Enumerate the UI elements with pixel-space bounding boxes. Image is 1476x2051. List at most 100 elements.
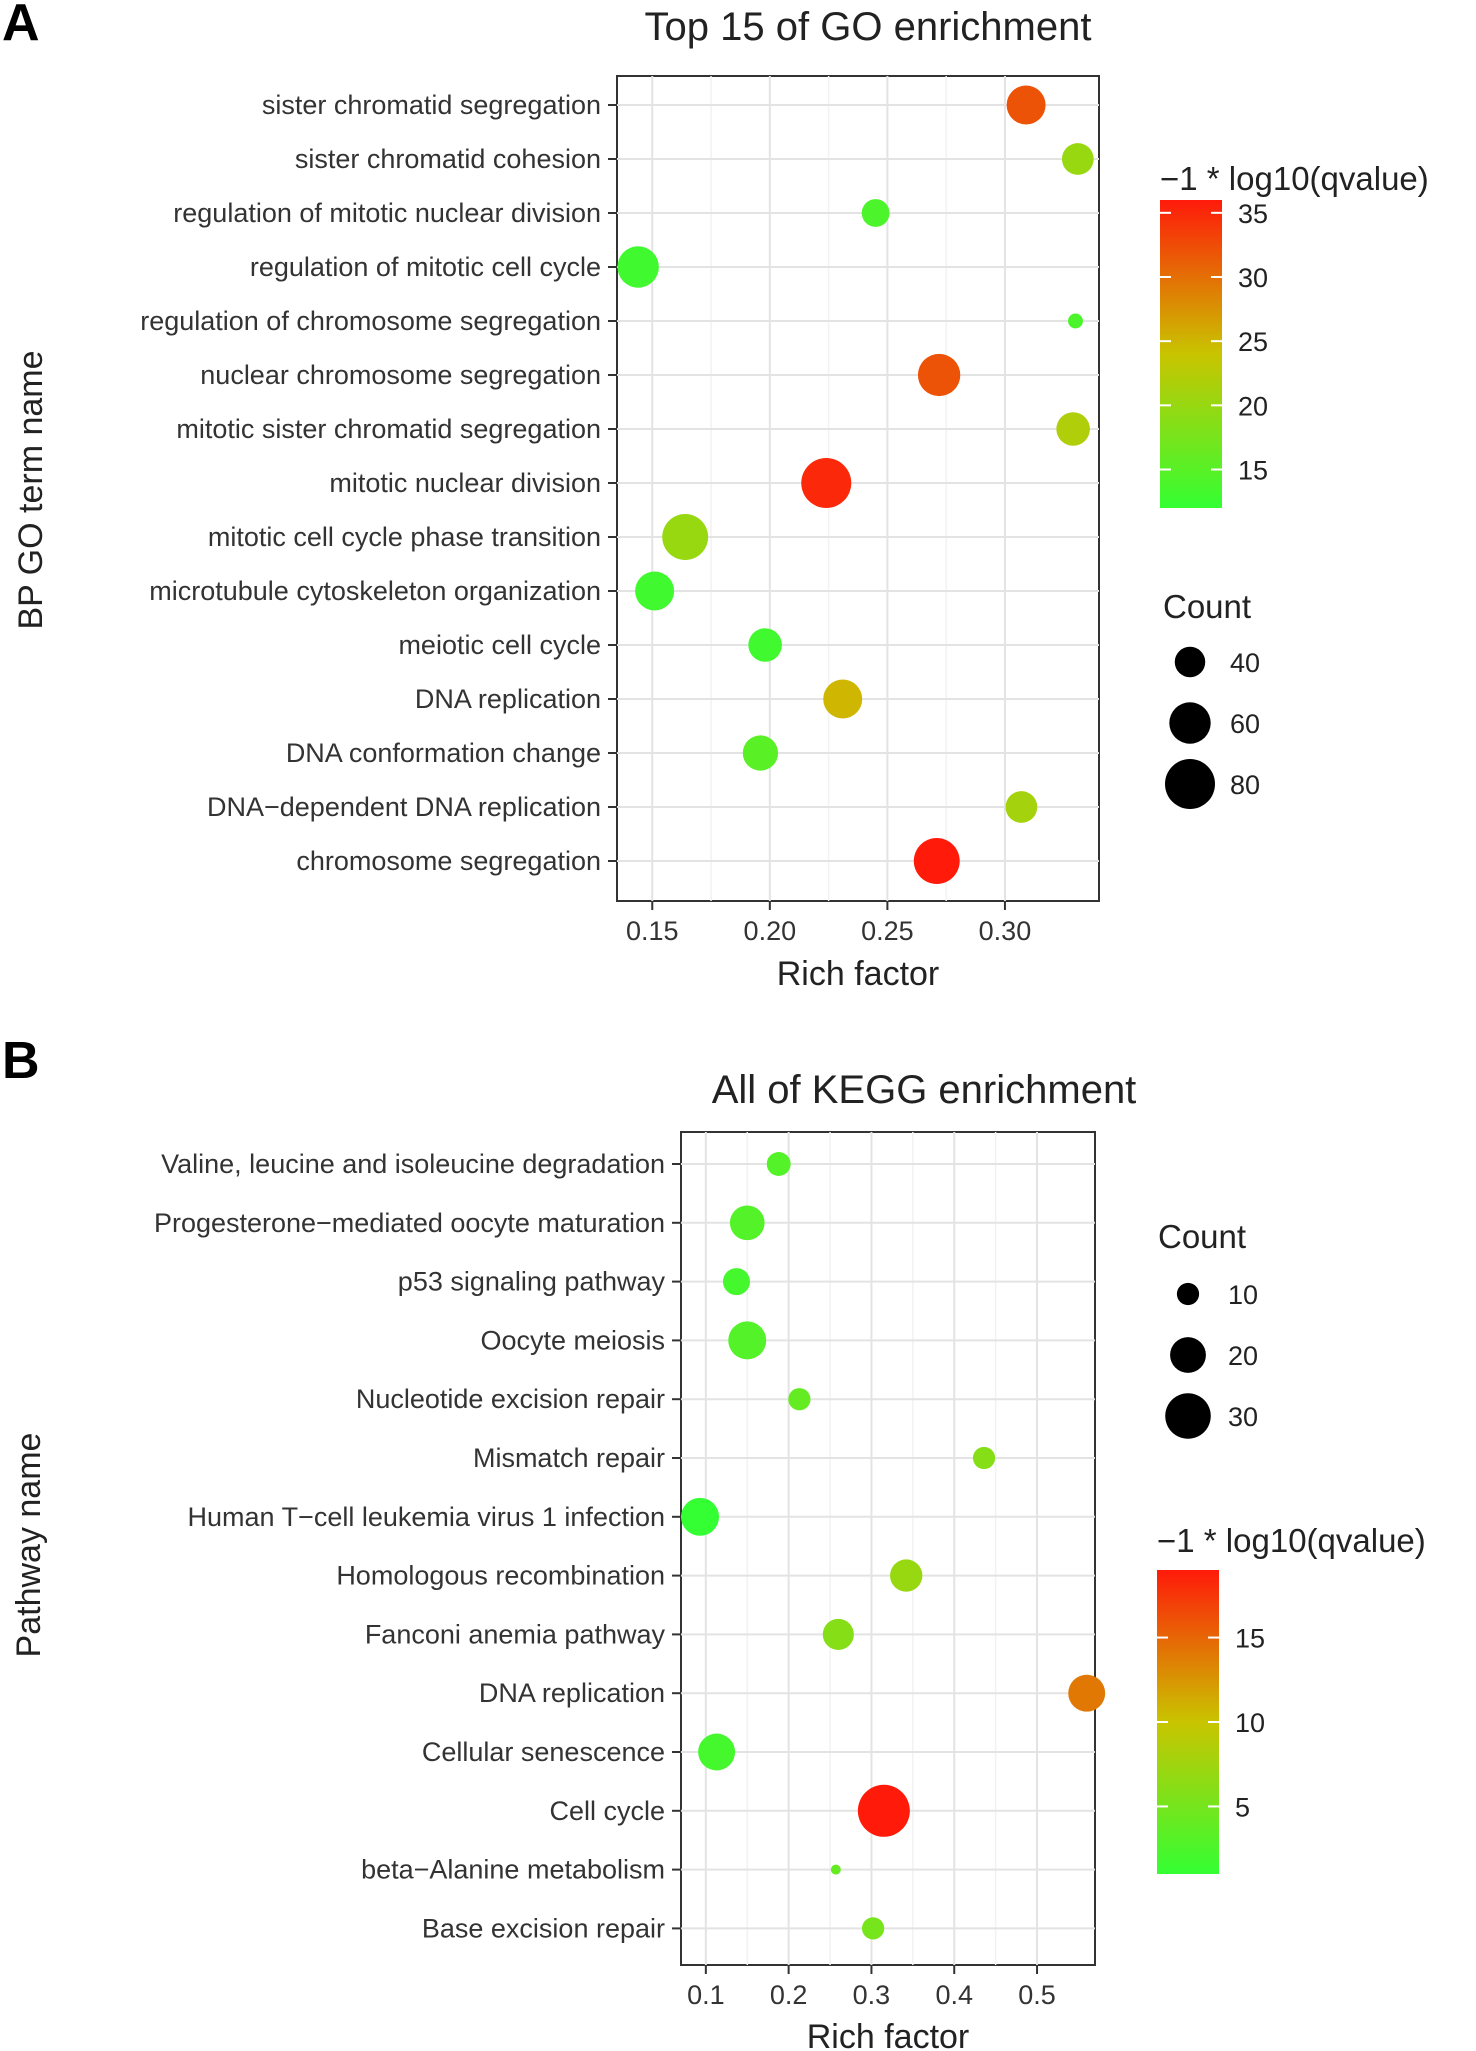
size-legend-dot [1170,1337,1206,1373]
data-point [1005,791,1038,823]
category-label: chromosome segregation [296,846,601,876]
category-label: Oocyte meiosis [480,1325,665,1355]
category-label: Mismatch repair [473,1443,665,1473]
data-point [722,1268,750,1296]
category-label: meiotic cell cycle [398,630,601,660]
category-label: DNA conformation change [286,738,601,768]
data-point [823,679,863,719]
size-legend-title-a: Count [1163,588,1251,625]
data-point [830,1864,841,1875]
data-point [917,353,961,397]
size-legend-dot [1165,759,1215,809]
category-label: mitotic sister chromatid segregation [176,414,601,444]
size-legend-dot [1169,702,1211,744]
panel-b: B All of KEGG enrichment Valine, leucine… [2,1032,1426,2051]
chart-title-b: All of KEGG enrichment [712,1068,1137,1112]
size-legend-b: Count 10 20 30 [1158,1218,1258,1439]
points-b [681,1152,1106,1940]
size-legend-label: 20 [1228,1341,1258,1371]
category-label: Nucleotide excision repair [356,1384,665,1414]
panel-a: A Top 15 of GO enrichment sister chromat… [2,0,1429,993]
data-point [1056,412,1090,446]
data-point [635,571,675,611]
category-labels-a: sister chromatid segregation sister chrom… [140,90,617,876]
x-axis-title-a: Rich factor [777,955,940,993]
size-legend-label: 10 [1228,1280,1258,1310]
x-axis-b: 0.1 0.2 0.3 0.4 0.5 [687,1965,1056,2010]
x-tick-label: 0.1 [687,1980,725,2010]
data-point [698,1733,736,1771]
size-legend-a: Count 40 60 80 [1163,588,1260,809]
data-point [801,458,852,508]
color-tick-label: 35 [1238,199,1268,229]
size-legend-label: 60 [1230,709,1260,739]
data-point [822,1618,854,1650]
plot-frame-b [680,1131,1096,1966]
category-label: DNA replication [415,684,601,714]
panel-letter-a: A [2,0,40,52]
category-label: Homologous recombination [336,1561,665,1591]
color-legend-title-b: −1 * log10(qvalue) [1157,1522,1426,1559]
chart-title-a: Top 15 of GO enrichment [645,5,1092,49]
color-tick-label: 25 [1238,327,1268,357]
x-axis-a: 0.15 0.20 0.25 0.30 [626,901,1031,946]
category-label: regulation of mitotic cell cycle [250,252,601,282]
data-point [861,1917,885,1940]
x-tick-label: 0.20 [744,916,797,946]
color-bar-a [1160,200,1222,508]
size-legend-title-b: Count [1158,1218,1246,1255]
size-legend-label: 40 [1230,648,1260,678]
x-tick-label: 0.2 [770,1980,808,2010]
data-point [729,1205,765,1241]
color-legend-ticks-b: 5 10 15 [1157,1624,1265,1822]
x-tick-label: 0.30 [979,916,1032,946]
color-tick-label: 10 [1235,1708,1265,1738]
data-point [766,1152,791,1176]
category-label: mitotic cell cycle phase transition [208,522,601,552]
category-labels-b: Valine, leucine and isoleucine degradati… [154,1149,681,1943]
color-legend-title-a: −1 * log10(qvalue) [1160,160,1429,197]
category-label: microtubule cytoskeleton organization [149,576,601,606]
category-label: p53 signaling pathway [398,1267,666,1297]
data-point [728,1321,767,1360]
data-point [890,1559,923,1592]
category-label: Cellular senescence [422,1737,665,1767]
color-tick-label: 15 [1238,456,1268,486]
size-legend-label: 80 [1230,770,1260,800]
category-label: Human T−cell leukemia virus 1 infection [188,1502,665,1532]
category-label: Base excision repair [422,1913,665,1943]
x-tick-label: 0.3 [853,1980,891,2010]
size-legend-items-a: 40 60 80 [1165,646,1260,809]
category-label: nuclear chromosome segregation [200,360,601,390]
data-point [742,735,779,771]
points-a [617,85,1094,884]
size-legend-dot [1165,1393,1211,1439]
color-tick-label: 15 [1235,1624,1265,1654]
data-point [1061,143,1094,175]
data-point [662,514,709,560]
size-legend-dot [1174,646,1206,678]
category-label: sister chromatid cohesion [295,144,601,174]
category-label: sister chromatid segregation [262,90,601,120]
category-label: mitotic nuclear division [329,468,601,498]
category-label: Valine, leucine and isoleucine degradati… [161,1149,665,1179]
size-legend-label: 30 [1228,1402,1258,1432]
data-point [1006,85,1046,125]
category-label: Fanconi anemia pathway [365,1619,666,1649]
data-point [788,1388,811,1411]
category-label: regulation of mitotic nuclear division [173,198,601,228]
color-legend-b: −1 * log10(qvalue) 5 10 15 [1157,1522,1426,1874]
color-legend-ticks-a: 15 20 25 30 35 [1160,199,1268,486]
size-legend-dot [1176,1282,1200,1306]
category-label: regulation of chromosome segregation [140,306,601,336]
data-point [748,628,782,662]
x-tick-label: 0.5 [1018,1980,1056,2010]
panel-letter-b: B [2,1032,40,1090]
color-tick-label: 5 [1235,1792,1250,1822]
category-label: Cell cycle [549,1796,665,1826]
category-label: beta−Alanine metabolism [361,1855,665,1885]
x-tick-label: 0.4 [935,1980,973,2010]
y-axis-title-a: BP GO term name [12,350,50,629]
data-point [861,199,890,227]
